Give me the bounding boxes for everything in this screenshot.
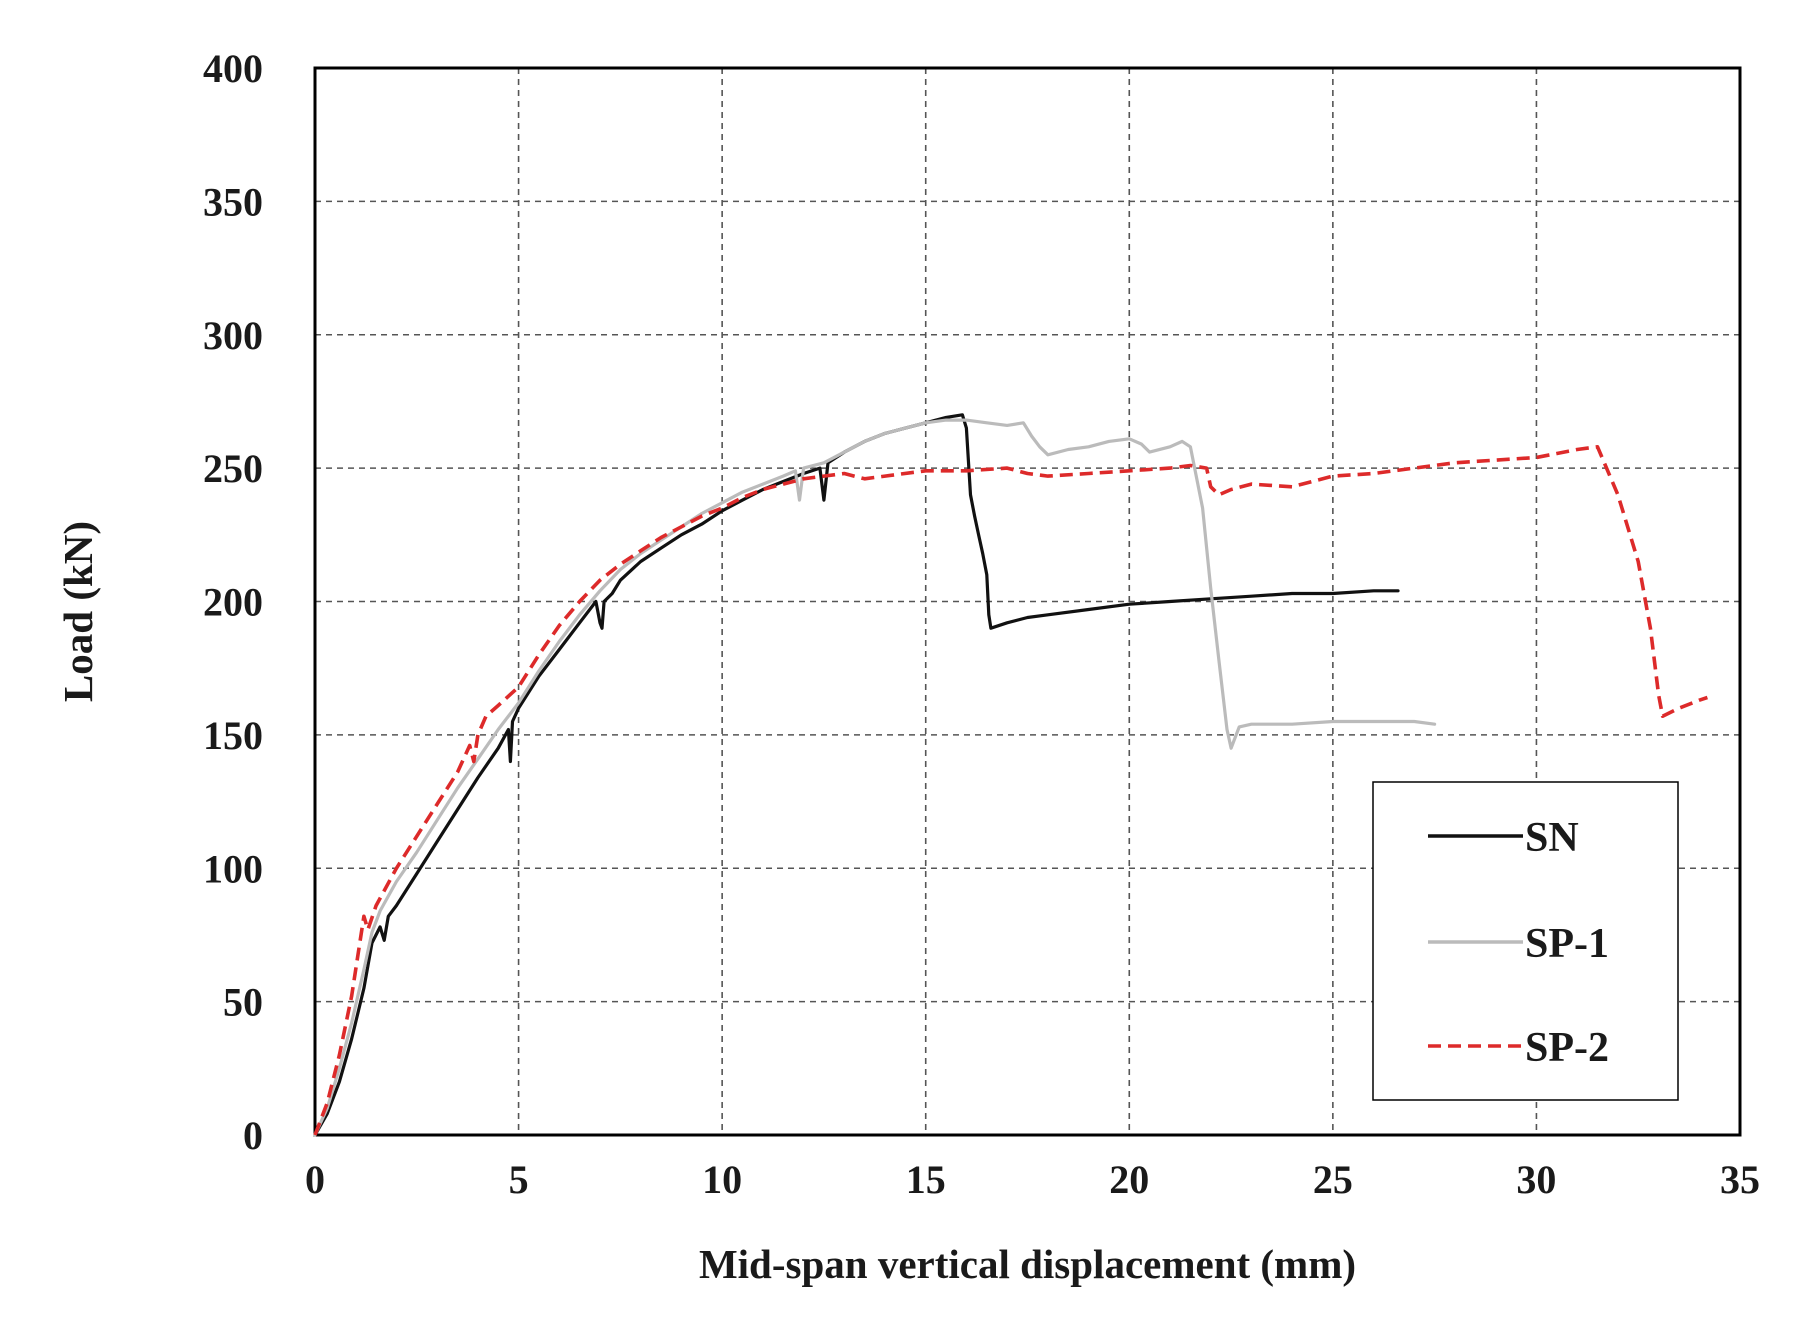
legend-label-sn: SN	[1525, 815, 1579, 861]
legend-label-sp-2: SP-2	[1525, 1025, 1609, 1071]
series-line-sp-1	[313, 418, 1437, 1137]
legend-box	[1372, 781, 1679, 1101]
x-tick-label: 25	[1313, 1157, 1353, 1202]
x-tick-label: 35	[1720, 1157, 1760, 1202]
series-line-sn	[313, 413, 1400, 1137]
y-tick-label: 100	[203, 846, 263, 891]
y-tick-label: 200	[203, 580, 263, 625]
legend-label-sp-1: SP-1	[1525, 921, 1609, 967]
x-axis-title: Mid-span vertical displacement (mm)	[699, 1241, 1356, 1287]
x-tick-label: 5	[509, 1157, 529, 1202]
x-tick-label: 30	[1516, 1157, 1556, 1202]
series-lines	[313, 413, 1708, 1137]
x-tick-label: 10	[702, 1157, 742, 1202]
legend: SN SP-1 SP-2	[1372, 781, 1679, 1101]
y-axis-title: Load (kN)	[55, 521, 101, 702]
y-tick-label: 400	[203, 46, 263, 91]
y-tick-label: 300	[203, 313, 263, 358]
series-line-sp-2	[313, 445, 1708, 1136]
x-tick-label: 20	[1109, 1157, 1149, 1202]
x-tick-label: 15	[906, 1157, 946, 1202]
y-tick-label: 0	[243, 1113, 263, 1158]
y-tick-label: 350	[203, 179, 263, 224]
x-tick-label: 0	[305, 1157, 325, 1202]
grid	[315, 68, 1740, 1135]
y-tick-label: 50	[223, 980, 263, 1025]
y-tick-label: 250	[203, 446, 263, 491]
y-tick-label: 150	[203, 713, 263, 758]
plot-area-frame	[313, 66, 1742, 1137]
